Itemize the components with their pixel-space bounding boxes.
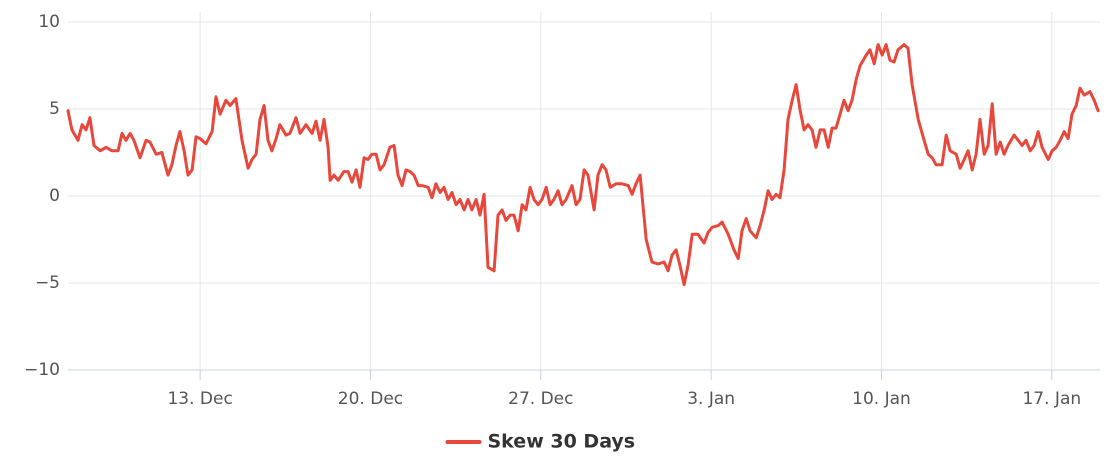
legend-label: Skew 30 Days bbox=[488, 431, 636, 453]
x-tick-label: 10. Jan bbox=[852, 389, 911, 409]
x-tick-label: 3. Jan bbox=[687, 389, 735, 409]
x-tick-label: 17. Jan bbox=[1022, 389, 1081, 409]
y-tick-label: 5 bbox=[49, 99, 60, 119]
x-tick-label: 27. Dec bbox=[508, 389, 573, 409]
y-tick-label: 0 bbox=[49, 186, 60, 206]
y-tick-label: −5 bbox=[35, 273, 60, 293]
y-tick-label: 10 bbox=[38, 12, 60, 32]
legend-item: Skew 30 Days bbox=[445, 431, 636, 453]
x-tick-label: 13. Dec bbox=[167, 389, 232, 409]
y-tick-label: −10 bbox=[24, 360, 60, 380]
series-line bbox=[66, 43, 1100, 287]
x-tick-label: 20. Dec bbox=[338, 389, 403, 409]
